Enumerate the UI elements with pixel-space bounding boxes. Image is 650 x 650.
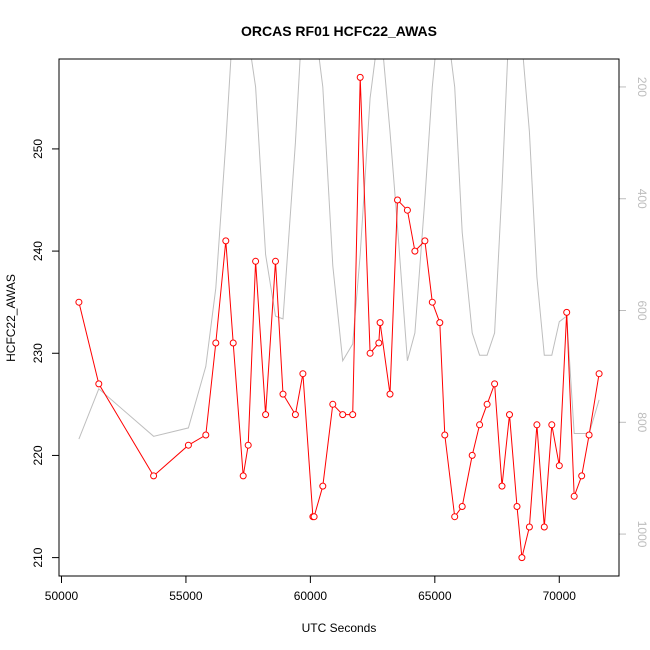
data-point (95, 380, 103, 388)
data-point (394, 196, 401, 204)
data-point (476, 421, 484, 429)
data-point (339, 411, 347, 419)
x-tick-label: 50000 (45, 589, 79, 603)
data-point (411, 247, 419, 255)
x-tick-label: 70000 (543, 589, 577, 603)
data-point (386, 390, 394, 398)
data-point (436, 319, 444, 327)
data-point (262, 411, 270, 419)
data-point (563, 308, 571, 316)
data-point (366, 349, 374, 357)
data-point (319, 482, 327, 490)
data-point (498, 482, 506, 490)
data-point (310, 513, 318, 521)
data-point (548, 421, 556, 429)
y-tick-label: 240 (31, 241, 45, 261)
y-tick-label: 250 (31, 139, 45, 159)
data-point (150, 472, 158, 480)
y2-tick-label: 800 (635, 412, 649, 432)
y2-tick-label: 600 (635, 300, 649, 320)
data-point (421, 237, 429, 245)
y2-tick-label: 1000 (635, 521, 649, 548)
y2-tick-label: 200 (635, 77, 649, 97)
y2-tick-label: 400 (635, 189, 649, 209)
data-point (222, 237, 230, 245)
x-tick-label: 60000 (294, 589, 328, 603)
data-point (252, 257, 260, 265)
data-point (291, 411, 299, 419)
y-tick-label: 210 (31, 547, 45, 567)
y-tick-label: 230 (31, 343, 45, 363)
data-point (491, 380, 499, 388)
y-tick-label: 220 (31, 445, 45, 465)
data-point (356, 73, 364, 81)
x-tick-label: 65000 (418, 589, 452, 603)
x-axis-label: UTC Seconds (302, 621, 377, 635)
axes: 50000 55000 60000 65000 70000 210 220 230 240 250… (31, 77, 649, 603)
chart-title: ORCAS RF01 HCFC22_AWAS (241, 23, 437, 39)
data-point (239, 472, 247, 480)
y-axis-label: HCFC22_AWAS (4, 274, 18, 362)
data-point (458, 503, 466, 510)
data-point (376, 319, 384, 327)
data-point (375, 339, 383, 347)
data-point (451, 513, 459, 521)
data-point (202, 431, 210, 439)
data-point (578, 472, 586, 480)
primary-series-line (78, 77, 600, 558)
data-point (525, 523, 533, 531)
data-point (244, 441, 252, 449)
data-point (279, 390, 287, 398)
primary-series (75, 73, 603, 562)
data-point (299, 370, 307, 378)
data-point (585, 431, 593, 439)
data-point (483, 400, 491, 408)
data-point (540, 523, 548, 531)
data-point (428, 298, 436, 306)
data-point (212, 339, 220, 347)
data-point (272, 257, 279, 265)
data-point (518, 554, 526, 562)
data-point (329, 400, 337, 408)
data-point (75, 298, 83, 306)
data-point (533, 421, 541, 429)
plot-frame (58, 58, 620, 577)
data-point (555, 462, 563, 470)
data-point (570, 492, 578, 500)
secondary-series-line (78, 59, 600, 440)
data-point (184, 441, 192, 449)
data-point (403, 206, 411, 214)
data-point (595, 370, 603, 378)
x-tick-label: 55000 (169, 589, 203, 603)
secondary-series (78, 59, 600, 440)
data-point (506, 411, 513, 419)
data-point (349, 411, 357, 419)
data-point (229, 339, 237, 347)
data-point (468, 451, 476, 459)
data-point (513, 503, 521, 510)
data-point (441, 431, 449, 439)
